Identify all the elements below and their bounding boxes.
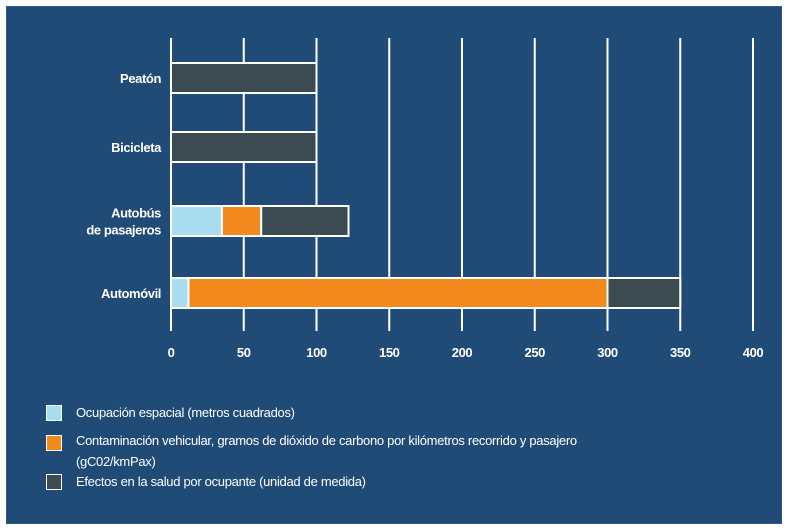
legend-label: Contaminación vehicular, gramos de dióxi… bbox=[76, 433, 577, 469]
x-tick-label: 350 bbox=[670, 345, 691, 360]
bar-segment bbox=[187, 277, 609, 309]
category-label: de pasajeros bbox=[86, 223, 161, 238]
legend-swatch bbox=[46, 405, 62, 421]
bar-segment bbox=[170, 277, 190, 309]
category-label: Bicicleta bbox=[111, 140, 162, 155]
legend-swatch bbox=[46, 435, 62, 451]
bar-segment bbox=[606, 277, 682, 309]
x-tick-label: 100 bbox=[306, 345, 327, 360]
bar-segment bbox=[170, 62, 318, 94]
category-label: Peatón bbox=[120, 71, 161, 86]
x-tick-label: 200 bbox=[452, 345, 473, 360]
x-tick-label: 50 bbox=[237, 345, 251, 360]
category-label: Autobús bbox=[111, 206, 161, 221]
bar-segment bbox=[170, 131, 318, 163]
x-tick-label: 0 bbox=[168, 345, 175, 360]
x-tick-label: 250 bbox=[525, 345, 546, 360]
x-tick-label: 150 bbox=[379, 345, 400, 360]
legend-swatch bbox=[46, 474, 62, 490]
bar-segment bbox=[220, 205, 263, 237]
category-label: Automóvil bbox=[101, 286, 161, 301]
legend-label: Efectos en la salud por ocupante (unidad… bbox=[76, 474, 366, 489]
bar-segment bbox=[260, 205, 350, 237]
chart-panel bbox=[6, 6, 782, 524]
legend-label: Ocupación espacial (metros cuadrados) bbox=[76, 405, 295, 420]
bar-segment bbox=[170, 205, 223, 237]
x-tick-label: 300 bbox=[597, 345, 618, 360]
x-tick-label: 400 bbox=[743, 345, 764, 360]
